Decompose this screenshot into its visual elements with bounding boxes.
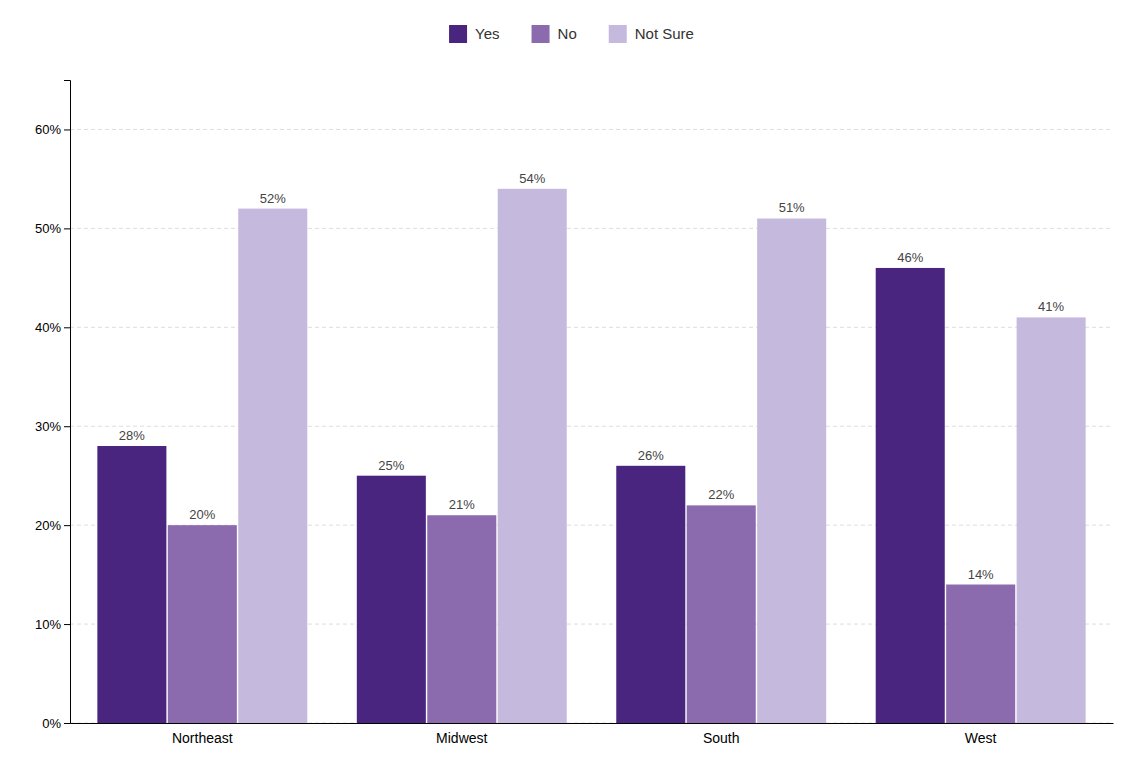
legend-item: Not Sure [609, 25, 694, 43]
data-label: 21% [449, 497, 475, 512]
y-tick-label: 20% [35, 518, 61, 533]
y-tick: 10% [35, 617, 70, 632]
grid-line [70, 129, 1113, 130]
data-label: 51% [779, 200, 805, 215]
bar [876, 268, 945, 723]
y-tick-mark [64, 723, 70, 724]
y-tick: 50% [35, 221, 70, 236]
bar [687, 505, 756, 723]
grid-line [70, 228, 1113, 229]
bar [357, 476, 426, 723]
x-tick-label: South [703, 730, 740, 746]
y-tick-mark [64, 228, 70, 229]
grid-line [70, 327, 1113, 328]
x-tick: West [965, 730, 997, 746]
data-label: 46% [897, 250, 923, 265]
x-tick: Midwest [436, 730, 487, 746]
bar [498, 189, 567, 723]
legend-label: Not Sure [635, 25, 694, 42]
grid-line [70, 426, 1113, 427]
chart: 28% 25% 26% 46% 20% 21% 22% 14% 52% 54% 51% 41% 0% 10… [0, 0, 1143, 773]
x-tick: South [703, 730, 740, 746]
y-tick: 0% [42, 716, 70, 731]
plot: 28% 25% 26% 46% 20% 21% 22% 14% 52% 54% 51% 41% 0% 10… [35, 81, 1114, 746]
x-tick: Northeast [172, 730, 233, 746]
legend-label: No [558, 25, 577, 42]
data-label: 26% [638, 448, 664, 463]
data-label: 54% [519, 171, 545, 186]
bar [616, 466, 685, 723]
y-tick-mark [64, 624, 70, 625]
bar [1017, 317, 1086, 723]
data-label: 20% [189, 507, 215, 522]
legend-swatch [449, 25, 467, 43]
bar [757, 218, 826, 723]
x-axis-line [71, 723, 1114, 724]
x-tick-label: Northeast [172, 730, 233, 746]
y-tick-label: 50% [35, 221, 61, 236]
legend-item: Yes [449, 25, 499, 43]
legend-item: No [532, 25, 577, 43]
y-axis: 0% 10% 20% 30% 40% 50% 60% [35, 81, 71, 731]
data-label: 25% [378, 458, 404, 473]
y-tick-label: 10% [35, 617, 61, 632]
y-tick-label: 40% [35, 320, 61, 335]
y-tick: 20% [35, 518, 70, 533]
data-label: 41% [1038, 299, 1064, 314]
y-tick-mark [64, 525, 70, 526]
legend-swatch [532, 25, 550, 43]
data-label: 14% [968, 567, 994, 582]
data-label: 28% [119, 428, 145, 443]
legend: Yes No Not Sure [449, 25, 694, 43]
grid [70, 129, 1113, 723]
data-label: 22% [708, 487, 734, 502]
bar [97, 446, 166, 723]
y-tick: 40% [35, 320, 70, 335]
x-tick-label: West [965, 730, 997, 746]
legend-swatch [609, 25, 627, 43]
bars [97, 189, 1085, 723]
y-tick-label: 30% [35, 419, 61, 434]
y-tick-label: 60% [35, 122, 61, 137]
y-tick: 60% [35, 122, 70, 137]
data-label: 52% [260, 191, 286, 206]
y-tick-label: 0% [42, 716, 61, 731]
x-axis: Northeast Midwest South West [71, 724, 1114, 746]
bar [168, 525, 237, 723]
y-tick-mark [64, 129, 70, 130]
bar [238, 209, 307, 723]
y-axis-line [64, 81, 71, 724]
x-tick-label: Midwest [436, 730, 487, 746]
bar [946, 585, 1015, 723]
legend-label: Yes [475, 25, 499, 42]
bar [427, 515, 496, 723]
y-tick: 30% [35, 419, 70, 434]
y-tick-mark [64, 327, 70, 328]
data-labels: 28% 25% 26% 46% 20% 21% 22% 14% 52% 54% 51% 41% [119, 171, 1065, 582]
y-tick-mark [64, 426, 70, 427]
